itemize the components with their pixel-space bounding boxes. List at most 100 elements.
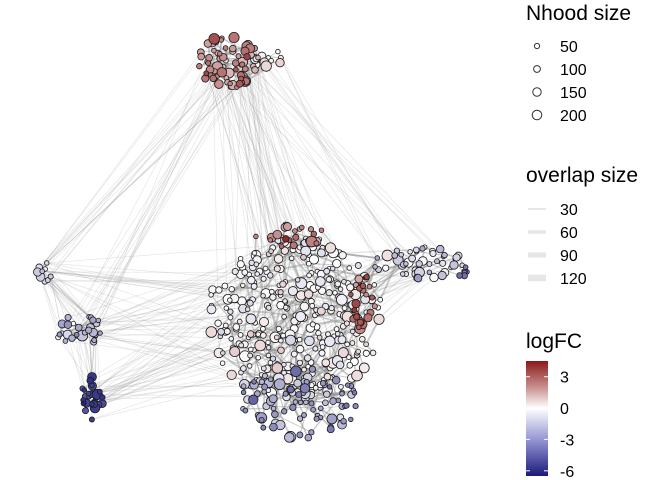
nhood-node	[301, 366, 307, 373]
overlap-size-legend-label: 30	[560, 202, 578, 219]
nhood-node	[325, 289, 333, 297]
nhood-node	[62, 338, 69, 344]
nhood-node	[47, 273, 54, 280]
graph-edge	[94, 309, 212, 409]
nhood-node	[299, 383, 311, 394]
nhood-node	[282, 235, 290, 243]
nhood-node	[246, 330, 255, 338]
nhood-size-legend-label: 150	[560, 85, 587, 102]
nhood-node	[89, 401, 95, 407]
nhood-node	[287, 286, 298, 297]
graph-edge	[98, 271, 236, 321]
graph-edge	[39, 38, 215, 271]
graph-edge	[94, 71, 216, 336]
nhood-node	[237, 332, 244, 338]
graph-edge	[223, 66, 321, 388]
nhood-node	[63, 320, 73, 329]
graph-edge	[88, 60, 227, 318]
graph-edge	[264, 61, 416, 275]
graph-edge	[93, 330, 226, 405]
nhood-node	[272, 229, 283, 240]
nhood-size-legend-label: 50	[560, 39, 578, 56]
nhood-node	[294, 277, 301, 283]
graph-edge	[278, 277, 419, 384]
nhood-node	[354, 274, 364, 284]
nhood-node	[248, 346, 254, 353]
logfc-tick-label: 3	[560, 370, 569, 387]
nhood-node	[228, 31, 240, 44]
nhood-node	[260, 424, 267, 431]
nhood-node	[281, 369, 287, 376]
graph-edge	[71, 328, 263, 339]
nhood-node	[373, 313, 385, 325]
nhood-node	[335, 397, 342, 404]
nhood-node	[251, 379, 257, 385]
nhood-node	[251, 66, 259, 74]
nhood-node	[262, 265, 269, 272]
nhood-node	[304, 433, 313, 442]
graph-edge	[379, 259, 399, 301]
nhood-node	[283, 222, 292, 232]
nhood-node	[273, 334, 280, 341]
graph-edge	[268, 59, 416, 271]
nhood-node	[275, 325, 282, 332]
overlap-size-legend-item: 30	[528, 202, 578, 219]
graph-edge	[47, 279, 337, 287]
nhood-node	[377, 296, 383, 303]
graph-edge	[44, 279, 329, 282]
nhood-node	[295, 344, 305, 354]
graph-edge	[44, 52, 219, 282]
nhood-node	[323, 372, 332, 381]
nhood-node	[439, 259, 447, 267]
graph-edge	[274, 413, 312, 433]
nhood-node	[265, 352, 272, 359]
nhood-node	[197, 52, 205, 61]
nhood-node	[462, 264, 469, 270]
graph-edge	[215, 41, 452, 268]
nhood-node	[301, 412, 307, 419]
nhood-node	[216, 67, 228, 78]
nhood-node	[304, 335, 315, 347]
nhood-node	[309, 321, 316, 328]
nhood-node	[267, 272, 274, 279]
nhood-node	[346, 354, 352, 360]
graph-edge	[200, 56, 309, 378]
nhood-node	[307, 226, 315, 233]
overlap-size-legend-label: 120	[560, 271, 587, 288]
nhood-node	[305, 260, 312, 267]
graph-edge	[47, 279, 92, 318]
nhood-node	[208, 292, 214, 298]
nhood-node	[227, 80, 233, 87]
graph-edge	[93, 239, 279, 333]
graph-edge	[243, 272, 252, 304]
graph-edge	[72, 38, 223, 324]
graph-edge	[39, 64, 243, 271]
graph-edge	[78, 46, 248, 328]
nhood-node	[338, 384, 344, 390]
graph-edge	[46, 262, 302, 284]
nhood-node	[426, 269, 433, 276]
nhood-node	[227, 314, 234, 321]
graph-edge	[250, 54, 342, 338]
graph-edge	[37, 69, 256, 273]
nhood-node	[220, 350, 226, 356]
nhood-node	[229, 44, 237, 53]
graph-edge	[40, 276, 59, 338]
graph-edge	[44, 281, 90, 318]
nhood-node	[236, 260, 245, 269]
graph-edge	[347, 254, 388, 285]
nhood-node	[323, 267, 331, 275]
nhood-node	[324, 335, 336, 348]
nhood-node	[382, 264, 390, 272]
nhood-node	[352, 403, 359, 410]
graph-edge	[90, 51, 234, 318]
nhood-node	[96, 388, 103, 395]
nhood-node	[359, 282, 367, 290]
nhood-node	[415, 260, 423, 268]
nhood-size-key-circle	[532, 87, 542, 97]
nhood-node	[203, 70, 210, 77]
nhood-node	[229, 346, 241, 358]
graph-edge	[39, 66, 224, 271]
nhood-node	[328, 305, 335, 312]
